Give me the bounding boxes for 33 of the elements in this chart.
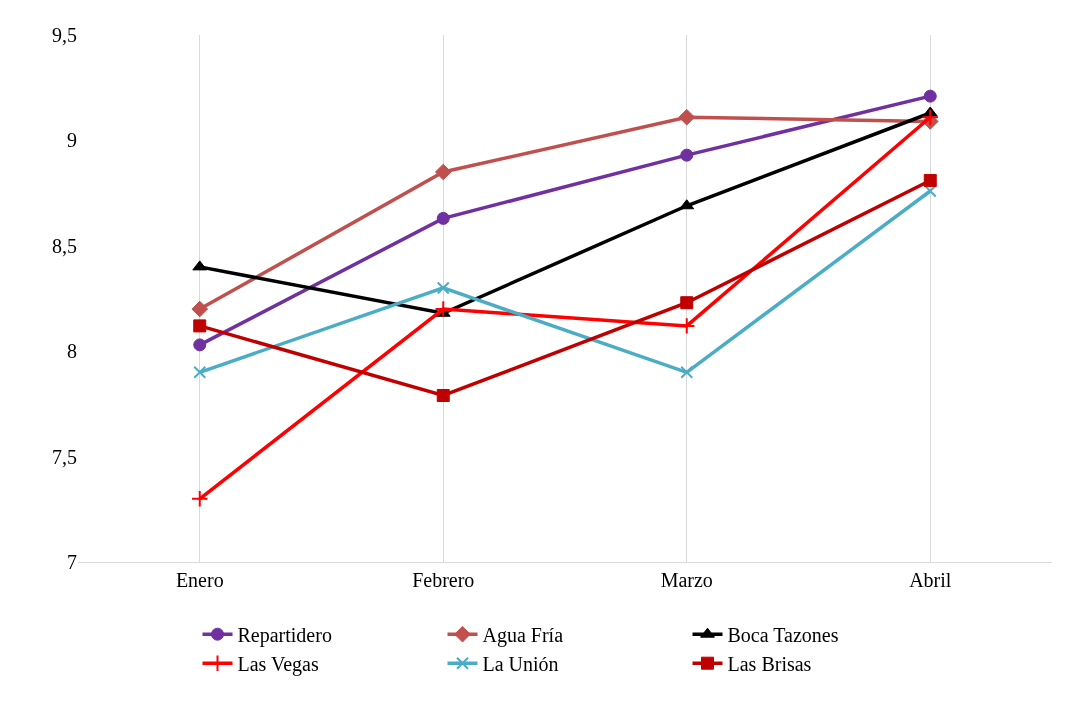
x-tick-label: Marzo xyxy=(660,569,713,591)
point xyxy=(434,163,452,181)
legend-label: Repartidero xyxy=(237,624,332,647)
legend-label: Las Brisas xyxy=(727,653,812,675)
y-tick-label: 8,5 xyxy=(52,234,77,257)
point xyxy=(680,296,694,310)
y-tick-label: 7 xyxy=(67,551,77,573)
legend-label: La Unión xyxy=(482,653,559,675)
point xyxy=(923,173,937,187)
point xyxy=(193,365,207,379)
legend-label: Agua Fría xyxy=(482,624,564,647)
point xyxy=(436,388,450,402)
y-tick-label: 7,5 xyxy=(52,445,77,468)
y-tick-label: 8 xyxy=(67,340,77,363)
point xyxy=(680,148,694,162)
point xyxy=(193,338,207,352)
point xyxy=(923,89,937,103)
x-tick-label: Febrero xyxy=(412,569,475,591)
point xyxy=(680,365,694,379)
x-tick-label: Abril xyxy=(909,569,952,591)
point xyxy=(923,184,937,198)
point xyxy=(191,300,209,318)
point xyxy=(193,319,207,333)
point xyxy=(191,490,209,508)
x-tick-label: Enero xyxy=(175,569,224,591)
point xyxy=(436,281,450,295)
y-tick-label: 9 xyxy=(67,129,77,152)
legend-label: Las Vegas xyxy=(237,653,319,676)
legend-label: Boca Tazones xyxy=(727,624,839,646)
point xyxy=(921,108,939,126)
point xyxy=(436,211,450,225)
point xyxy=(678,108,696,126)
y-tick-label: 9,5 xyxy=(52,24,77,46)
